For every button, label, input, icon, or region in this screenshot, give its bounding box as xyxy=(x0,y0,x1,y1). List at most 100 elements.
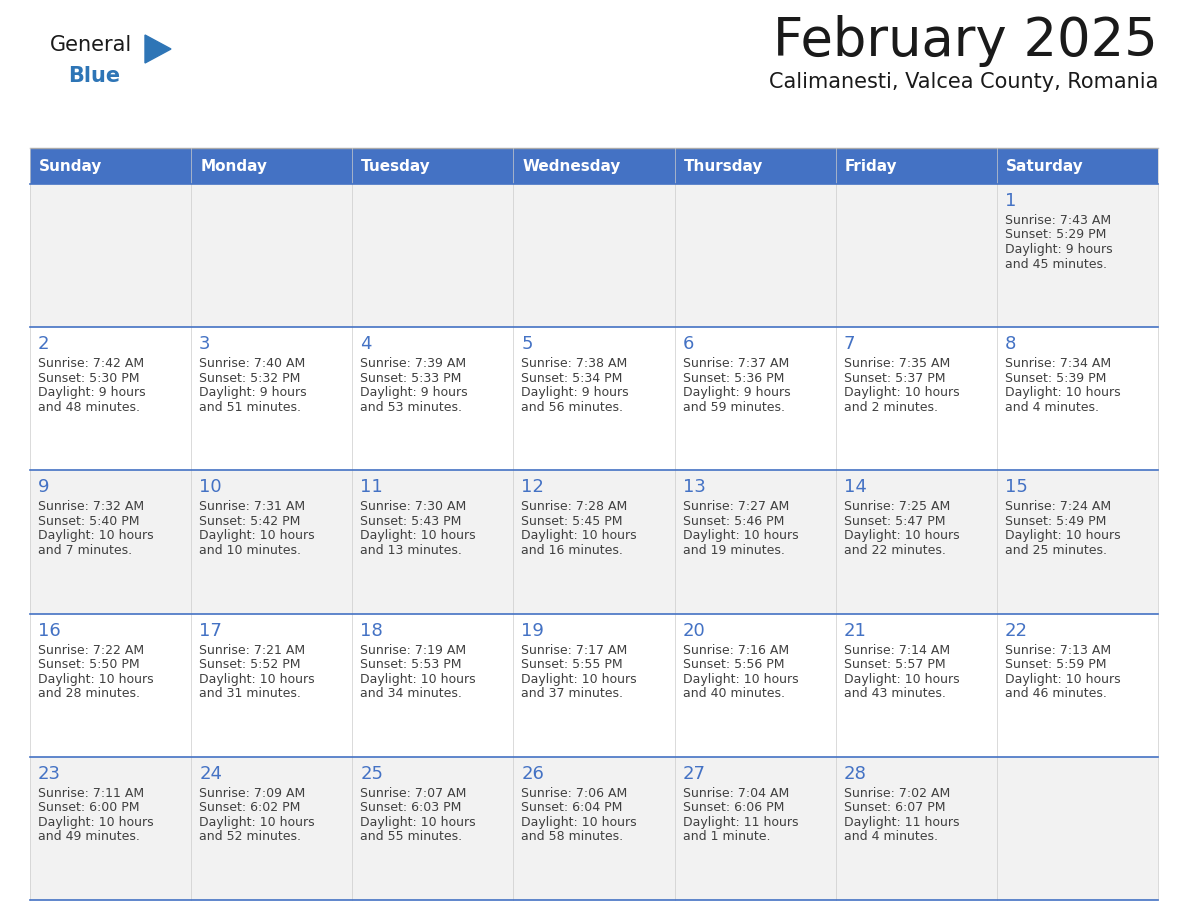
Text: and 22 minutes.: and 22 minutes. xyxy=(843,543,946,557)
Text: and 51 minutes.: and 51 minutes. xyxy=(200,400,301,414)
Text: and 1 minute.: and 1 minute. xyxy=(683,830,770,844)
Text: Daylight: 11 hours: Daylight: 11 hours xyxy=(683,816,798,829)
Text: Sunset: 5:43 PM: Sunset: 5:43 PM xyxy=(360,515,462,528)
Bar xyxy=(353,327,513,470)
Bar xyxy=(835,470,997,613)
Bar xyxy=(997,470,1158,613)
Bar xyxy=(30,613,191,756)
Text: Sunrise: 7:27 AM: Sunrise: 7:27 AM xyxy=(683,500,789,513)
Text: and 4 minutes.: and 4 minutes. xyxy=(1005,400,1099,414)
Text: 17: 17 xyxy=(200,621,222,640)
Text: Sunrise: 7:32 AM: Sunrise: 7:32 AM xyxy=(38,500,144,513)
Bar xyxy=(513,470,675,613)
Text: 4: 4 xyxy=(360,335,372,353)
Text: Sunrise: 7:34 AM: Sunrise: 7:34 AM xyxy=(1005,357,1111,370)
Text: Monday: Monday xyxy=(200,159,267,174)
Bar xyxy=(675,613,835,756)
Bar xyxy=(835,148,997,184)
Text: Friday: Friday xyxy=(845,159,897,174)
Text: Daylight: 10 hours: Daylight: 10 hours xyxy=(843,673,960,686)
Bar xyxy=(513,613,675,756)
Bar xyxy=(353,148,513,184)
Text: Sunset: 5:29 PM: Sunset: 5:29 PM xyxy=(1005,229,1106,241)
Text: Sunset: 5:30 PM: Sunset: 5:30 PM xyxy=(38,372,139,385)
Bar xyxy=(30,184,191,327)
Text: Daylight: 10 hours: Daylight: 10 hours xyxy=(200,530,315,543)
Text: 12: 12 xyxy=(522,478,544,497)
Text: 11: 11 xyxy=(360,478,383,497)
Bar xyxy=(513,184,675,327)
Text: Sunset: 5:59 PM: Sunset: 5:59 PM xyxy=(1005,658,1106,671)
Bar xyxy=(675,148,835,184)
Bar xyxy=(191,148,353,184)
Text: Sunrise: 7:16 AM: Sunrise: 7:16 AM xyxy=(683,644,789,656)
Text: Tuesday: Tuesday xyxy=(361,159,431,174)
Text: Daylight: 10 hours: Daylight: 10 hours xyxy=(1005,386,1120,399)
Bar xyxy=(191,756,353,900)
Bar xyxy=(997,613,1158,756)
Text: 1: 1 xyxy=(1005,192,1016,210)
Text: Sunrise: 7:02 AM: Sunrise: 7:02 AM xyxy=(843,787,950,800)
Text: 21: 21 xyxy=(843,621,866,640)
Text: and 19 minutes.: and 19 minutes. xyxy=(683,543,784,557)
Text: Sunrise: 7:25 AM: Sunrise: 7:25 AM xyxy=(843,500,950,513)
Text: Sunday: Sunday xyxy=(39,159,102,174)
Text: Daylight: 10 hours: Daylight: 10 hours xyxy=(360,530,476,543)
Text: Daylight: 10 hours: Daylight: 10 hours xyxy=(843,386,960,399)
Text: Sunset: 5:32 PM: Sunset: 5:32 PM xyxy=(200,372,301,385)
Text: Daylight: 9 hours: Daylight: 9 hours xyxy=(38,386,146,399)
Text: Sunset: 5:56 PM: Sunset: 5:56 PM xyxy=(683,658,784,671)
Text: 22: 22 xyxy=(1005,621,1028,640)
Text: and 10 minutes.: and 10 minutes. xyxy=(200,543,301,557)
Bar xyxy=(835,613,997,756)
Text: Sunset: 5:36 PM: Sunset: 5:36 PM xyxy=(683,372,784,385)
Bar xyxy=(353,756,513,900)
Text: Sunset: 6:02 PM: Sunset: 6:02 PM xyxy=(200,801,301,814)
Polygon shape xyxy=(145,35,171,63)
Text: Sunrise: 7:31 AM: Sunrise: 7:31 AM xyxy=(200,500,305,513)
Text: Sunrise: 7:07 AM: Sunrise: 7:07 AM xyxy=(360,787,467,800)
Text: 26: 26 xyxy=(522,765,544,783)
Text: Sunrise: 7:42 AM: Sunrise: 7:42 AM xyxy=(38,357,144,370)
Text: and 7 minutes.: and 7 minutes. xyxy=(38,543,132,557)
Text: Sunset: 5:39 PM: Sunset: 5:39 PM xyxy=(1005,372,1106,385)
Text: Sunrise: 7:43 AM: Sunrise: 7:43 AM xyxy=(1005,214,1111,227)
Text: Sunrise: 7:11 AM: Sunrise: 7:11 AM xyxy=(38,787,144,800)
Bar xyxy=(675,327,835,470)
Text: 15: 15 xyxy=(1005,478,1028,497)
Text: Daylight: 10 hours: Daylight: 10 hours xyxy=(522,673,637,686)
Text: Sunset: 5:53 PM: Sunset: 5:53 PM xyxy=(360,658,462,671)
Text: Sunset: 5:55 PM: Sunset: 5:55 PM xyxy=(522,658,623,671)
Bar xyxy=(835,756,997,900)
Bar xyxy=(353,184,513,327)
Bar xyxy=(997,756,1158,900)
Text: and 13 minutes.: and 13 minutes. xyxy=(360,543,462,557)
Text: 2: 2 xyxy=(38,335,50,353)
Text: and 40 minutes.: and 40 minutes. xyxy=(683,687,784,700)
Text: Sunset: 5:45 PM: Sunset: 5:45 PM xyxy=(522,515,623,528)
Text: and 58 minutes.: and 58 minutes. xyxy=(522,830,624,844)
Text: and 49 minutes.: and 49 minutes. xyxy=(38,830,140,844)
Text: and 4 minutes.: and 4 minutes. xyxy=(843,830,937,844)
Bar xyxy=(191,184,353,327)
Text: Daylight: 10 hours: Daylight: 10 hours xyxy=(683,673,798,686)
Bar xyxy=(835,327,997,470)
Text: and 56 minutes.: and 56 minutes. xyxy=(522,400,624,414)
Bar xyxy=(835,184,997,327)
Text: Daylight: 10 hours: Daylight: 10 hours xyxy=(38,816,153,829)
Bar xyxy=(513,327,675,470)
Bar xyxy=(353,470,513,613)
Text: 14: 14 xyxy=(843,478,866,497)
Text: Daylight: 10 hours: Daylight: 10 hours xyxy=(360,673,476,686)
Text: Daylight: 9 hours: Daylight: 9 hours xyxy=(522,386,630,399)
Text: Sunrise: 7:24 AM: Sunrise: 7:24 AM xyxy=(1005,500,1111,513)
Text: Daylight: 10 hours: Daylight: 10 hours xyxy=(200,816,315,829)
Text: 7: 7 xyxy=(843,335,855,353)
Text: Sunrise: 7:40 AM: Sunrise: 7:40 AM xyxy=(200,357,305,370)
Text: February 2025: February 2025 xyxy=(773,15,1158,67)
Text: 28: 28 xyxy=(843,765,866,783)
Bar xyxy=(191,327,353,470)
Text: 9: 9 xyxy=(38,478,50,497)
Text: Sunrise: 7:04 AM: Sunrise: 7:04 AM xyxy=(683,787,789,800)
Text: Blue: Blue xyxy=(68,66,120,86)
